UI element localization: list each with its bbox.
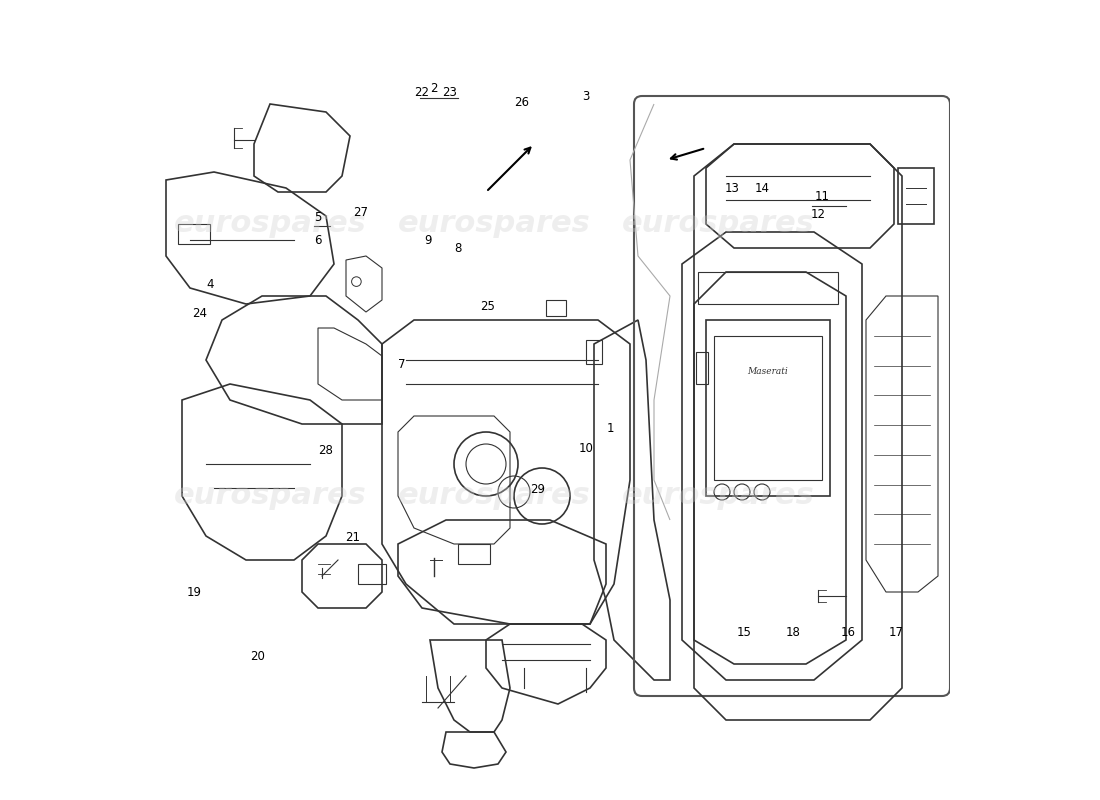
- Bar: [695, 352, 707, 384]
- Text: 5: 5: [315, 211, 321, 224]
- Bar: [698, 272, 838, 304]
- Bar: [714, 336, 822, 480]
- Bar: [458, 544, 490, 564]
- Text: 22: 22: [415, 86, 429, 98]
- Bar: [178, 224, 210, 244]
- Text: 1: 1: [606, 422, 614, 434]
- Bar: [546, 300, 566, 316]
- Bar: [358, 564, 386, 584]
- Text: eurospares: eurospares: [621, 210, 814, 238]
- Bar: [706, 320, 830, 496]
- Text: 9: 9: [425, 234, 432, 246]
- Text: 27: 27: [353, 206, 367, 218]
- Text: 6: 6: [315, 234, 321, 246]
- Text: 24: 24: [192, 307, 207, 320]
- Text: 17: 17: [889, 626, 904, 638]
- Bar: [586, 340, 602, 364]
- Text: 23: 23: [442, 86, 458, 98]
- Text: 15: 15: [737, 626, 751, 638]
- Text: 2: 2: [430, 82, 438, 94]
- Text: 21: 21: [345, 531, 360, 544]
- Text: 14: 14: [755, 182, 770, 194]
- Text: 20: 20: [251, 650, 265, 662]
- Text: 25: 25: [481, 300, 495, 313]
- Text: 4: 4: [207, 278, 213, 290]
- Text: 13: 13: [725, 182, 740, 194]
- Text: eurospares: eurospares: [174, 482, 366, 510]
- Text: 3: 3: [582, 90, 590, 102]
- Text: eurospares: eurospares: [397, 210, 591, 238]
- Bar: [898, 168, 934, 224]
- Text: eurospares: eurospares: [397, 482, 591, 510]
- Text: 19: 19: [187, 586, 201, 598]
- Text: 7: 7: [398, 358, 406, 370]
- Text: 18: 18: [785, 626, 801, 638]
- Text: 10: 10: [579, 442, 593, 454]
- Text: 28: 28: [319, 444, 333, 457]
- Text: Maserati: Maserati: [748, 367, 789, 377]
- Text: 12: 12: [811, 208, 825, 221]
- Text: 8: 8: [454, 242, 462, 254]
- Text: 29: 29: [530, 483, 546, 496]
- Text: 16: 16: [840, 626, 856, 638]
- Text: 26: 26: [515, 96, 529, 109]
- Text: 11: 11: [814, 190, 829, 202]
- Text: eurospares: eurospares: [174, 210, 366, 238]
- Text: eurospares: eurospares: [621, 482, 814, 510]
